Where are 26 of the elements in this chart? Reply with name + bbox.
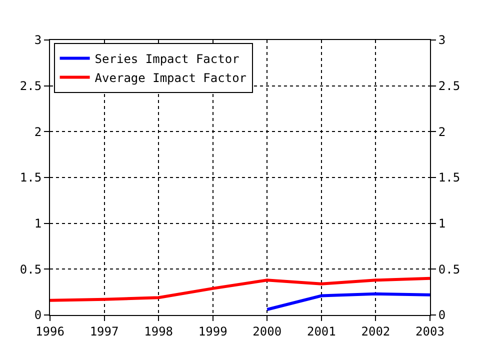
y2-tick-label: 2.5	[438, 79, 460, 94]
y-tick-label: 2	[34, 124, 42, 139]
x-tick-label: 2003	[416, 324, 444, 338]
x-tick-label: 1997	[90, 324, 119, 338]
y-tick-label: 0	[34, 308, 42, 322]
y2-tick-label: 0	[438, 308, 446, 322]
y2-tick-label: 3	[438, 33, 446, 48]
y-tick-label: 1.5	[20, 170, 42, 185]
x-tick-label: 1998	[144, 324, 174, 338]
y2-tick-label: 1	[438, 216, 446, 231]
y-tick-label: 0.5	[20, 262, 42, 276]
y2-tick-label: 0.5	[438, 262, 460, 276]
legend-label: Series Impact Factor	[94, 52, 240, 66]
x-tick-label: 1996	[36, 324, 64, 338]
legend-label: Average Impact Factor	[94, 70, 247, 85]
x-tick-label: 2002	[361, 324, 390, 338]
x-tick-label: 2001	[306, 324, 336, 338]
line-series	[50, 276, 430, 302]
y-tick-label: 3	[34, 33, 42, 48]
y-tick-label: 1	[34, 216, 42, 231]
x-tick-label: 2000	[252, 324, 282, 338]
y2-tick-label: 1.5	[438, 170, 460, 185]
line-series	[266, 292, 430, 311]
y-tick-label: 2.5	[20, 79, 42, 94]
x-tick-label: 1999	[198, 324, 228, 338]
y2-tick-label: 2	[438, 124, 446, 139]
